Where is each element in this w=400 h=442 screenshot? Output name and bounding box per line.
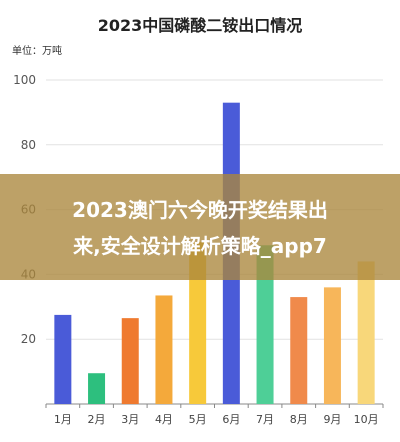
bar-1月	[54, 314, 72, 404]
bar-9月	[323, 287, 341, 404]
bar-3月	[121, 318, 139, 404]
x-tick-label: 9月	[323, 413, 341, 426]
bar-4月	[155, 295, 173, 404]
x-tick-label: 3月	[121, 413, 139, 426]
chart-title: 2023中国磷酸二铵出口情况	[97, 16, 303, 35]
y-tick-label: 20	[21, 332, 36, 346]
x-tick-label: 7月	[256, 413, 274, 426]
x-tick-label: 4月	[155, 413, 173, 426]
x-tick-label: 1月	[54, 413, 72, 426]
x-tick-label: 5月	[189, 413, 207, 426]
x-tick-label: 10月	[354, 413, 379, 426]
x-tick-label: 8月	[290, 413, 308, 426]
bar-8月	[290, 297, 308, 404]
overlay-banner	[0, 174, 400, 280]
y-tick-label: 100	[13, 73, 36, 87]
bar-10月	[357, 261, 375, 404]
bar-7月	[256, 245, 274, 404]
y-tick-label: 80	[21, 138, 36, 152]
unit-label: 单位：万吨	[12, 46, 62, 57]
bar-5月	[189, 242, 207, 404]
overlay-text-line-1: 2023澳门六今晚开奖结果出	[72, 198, 328, 222]
bar-2月	[88, 373, 106, 404]
overlay-text-line-2: 来,安全设计解析策略_app7	[73, 234, 327, 258]
x-tick-label: 6月	[222, 413, 240, 426]
x-tick-label: 2月	[88, 413, 106, 426]
